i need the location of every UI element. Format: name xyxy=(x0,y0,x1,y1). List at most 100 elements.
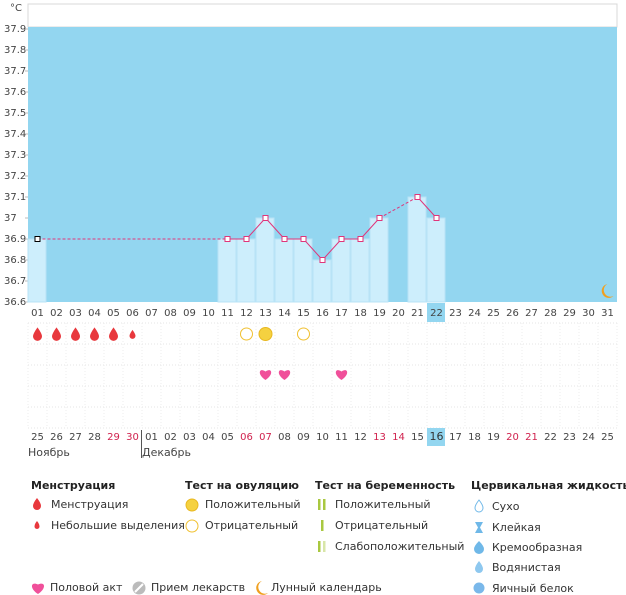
menstruation-icon xyxy=(109,327,118,341)
temperature-line xyxy=(379,196,418,219)
date-label: 21 xyxy=(525,432,538,443)
legend-icon xyxy=(475,561,483,573)
temperature-point xyxy=(338,236,345,242)
y-tick-label: 36.9 xyxy=(4,234,26,245)
legend-item: Клейкая xyxy=(492,521,541,534)
plot-background xyxy=(28,27,617,302)
y-tick-label: 37.1 xyxy=(4,192,26,203)
x-tick-label: 13 xyxy=(259,308,272,319)
y-tick-label: 36.7 xyxy=(4,276,26,287)
legend-icon xyxy=(318,499,321,510)
ovulation-positive xyxy=(258,327,273,341)
y-tick-label: 37.5 xyxy=(4,108,26,119)
date-label: 29 xyxy=(107,432,120,443)
date-label: 25 xyxy=(601,432,614,443)
temperature-line xyxy=(417,196,437,219)
today-highlight xyxy=(427,428,445,446)
legend-item: Небольшие выделения xyxy=(51,519,185,532)
top-strip xyxy=(27,3,618,28)
intercourse-icon xyxy=(278,370,291,380)
date-label: 16 xyxy=(430,430,444,443)
y-tick-label: 37.3 xyxy=(4,150,26,161)
legend-item: Яичный белок xyxy=(492,582,574,595)
x-tick-label: 29 xyxy=(563,308,576,319)
legend-icon xyxy=(31,583,45,594)
legend-item: Положительный xyxy=(205,498,301,511)
legend-item: Отрицательный xyxy=(205,519,298,532)
date-label: 01 xyxy=(145,432,158,443)
x-tick-label: 19 xyxy=(373,308,386,319)
date-label: 22 xyxy=(544,432,557,443)
legend-icon xyxy=(134,583,144,593)
temperature-point xyxy=(243,236,250,242)
temperature-point xyxy=(281,236,288,242)
legend-icon xyxy=(323,499,326,510)
x-tick-label: 05 xyxy=(107,308,120,319)
plot: 36.6 36.7 36.8 36.9 37 37.1 37.2 37.3 37.4 37.5 37… xyxy=(4,24,618,459)
month-label: Декабрь xyxy=(142,446,191,459)
x-tick-label: 25 xyxy=(487,308,500,319)
legend-icon xyxy=(475,522,483,533)
temperature-line xyxy=(265,217,285,240)
date-label: 10 xyxy=(316,432,329,443)
x-tick-label: 18 xyxy=(354,308,367,319)
temperature-bar xyxy=(217,238,237,303)
legend-icon xyxy=(33,498,41,510)
x-tick-label: 02 xyxy=(50,308,63,319)
x-tick-label: 20 xyxy=(392,308,405,319)
x-tick-label: 26 xyxy=(506,308,519,319)
legend-item: Положительный xyxy=(335,498,431,511)
x-tick-label: 30 xyxy=(582,308,595,319)
x-tick-label: 08 xyxy=(164,308,177,319)
footer-item: Половой акт xyxy=(50,581,123,594)
x-tick-label: 28 xyxy=(544,308,557,319)
y-tick-label: 37.9 xyxy=(4,24,26,35)
legend-title: Менструация xyxy=(31,479,115,492)
x-tick-label: 21 xyxy=(411,308,424,319)
legend-icon xyxy=(185,519,199,533)
date-label: 05 xyxy=(221,432,234,443)
intercourse-icon xyxy=(259,370,272,380)
temperature-bar xyxy=(274,238,294,303)
temperature-bar xyxy=(27,238,47,303)
footer-item: Лунный календарь xyxy=(271,581,382,594)
temperature-bar xyxy=(369,217,389,303)
x-tick-label: 09 xyxy=(183,308,196,319)
temperature-line xyxy=(322,238,342,261)
x-tick-label: 11 xyxy=(221,308,234,319)
y-tick-label: 36.6 xyxy=(4,297,26,308)
x-tick-label: 24 xyxy=(468,308,481,319)
legend-item: Менструация xyxy=(51,498,128,511)
y-tick-label: 37.8 xyxy=(4,45,26,56)
month-label: Ноябрь xyxy=(28,446,70,459)
temperature-point xyxy=(224,236,231,242)
temperature-bar xyxy=(426,217,446,303)
y-tick-label: 37.4 xyxy=(4,129,26,140)
legend: Менструация Менструация Небольшие выделе… xyxy=(31,479,626,595)
temperature-bar xyxy=(312,259,332,303)
legend-title: Цервикальная жидкость xyxy=(471,479,626,492)
x-tick-label: 12 xyxy=(240,308,253,319)
moon-icon xyxy=(601,284,614,298)
date-label: 26 xyxy=(50,432,63,443)
x-tick-label: 27 xyxy=(525,308,538,319)
legend-item: Кремообразная xyxy=(492,541,582,554)
legend-icon xyxy=(34,521,40,529)
date-label: 12 xyxy=(354,432,367,443)
y-tick-label: 36.8 xyxy=(4,255,26,266)
legend-icon xyxy=(321,520,324,531)
x-tick-label: 07 xyxy=(145,308,158,319)
temperature-line xyxy=(303,238,323,261)
temperature-bar xyxy=(236,238,256,303)
footer-item: Прием лекарств xyxy=(151,581,245,594)
y-tick-label: 37 xyxy=(4,213,17,224)
temperature-point xyxy=(34,236,41,242)
temperature-point xyxy=(376,215,383,221)
date-label: 27 xyxy=(69,432,82,443)
menstruation-icon xyxy=(71,327,80,341)
date-label: 06 xyxy=(240,432,253,443)
unit-label: °C xyxy=(10,3,22,14)
